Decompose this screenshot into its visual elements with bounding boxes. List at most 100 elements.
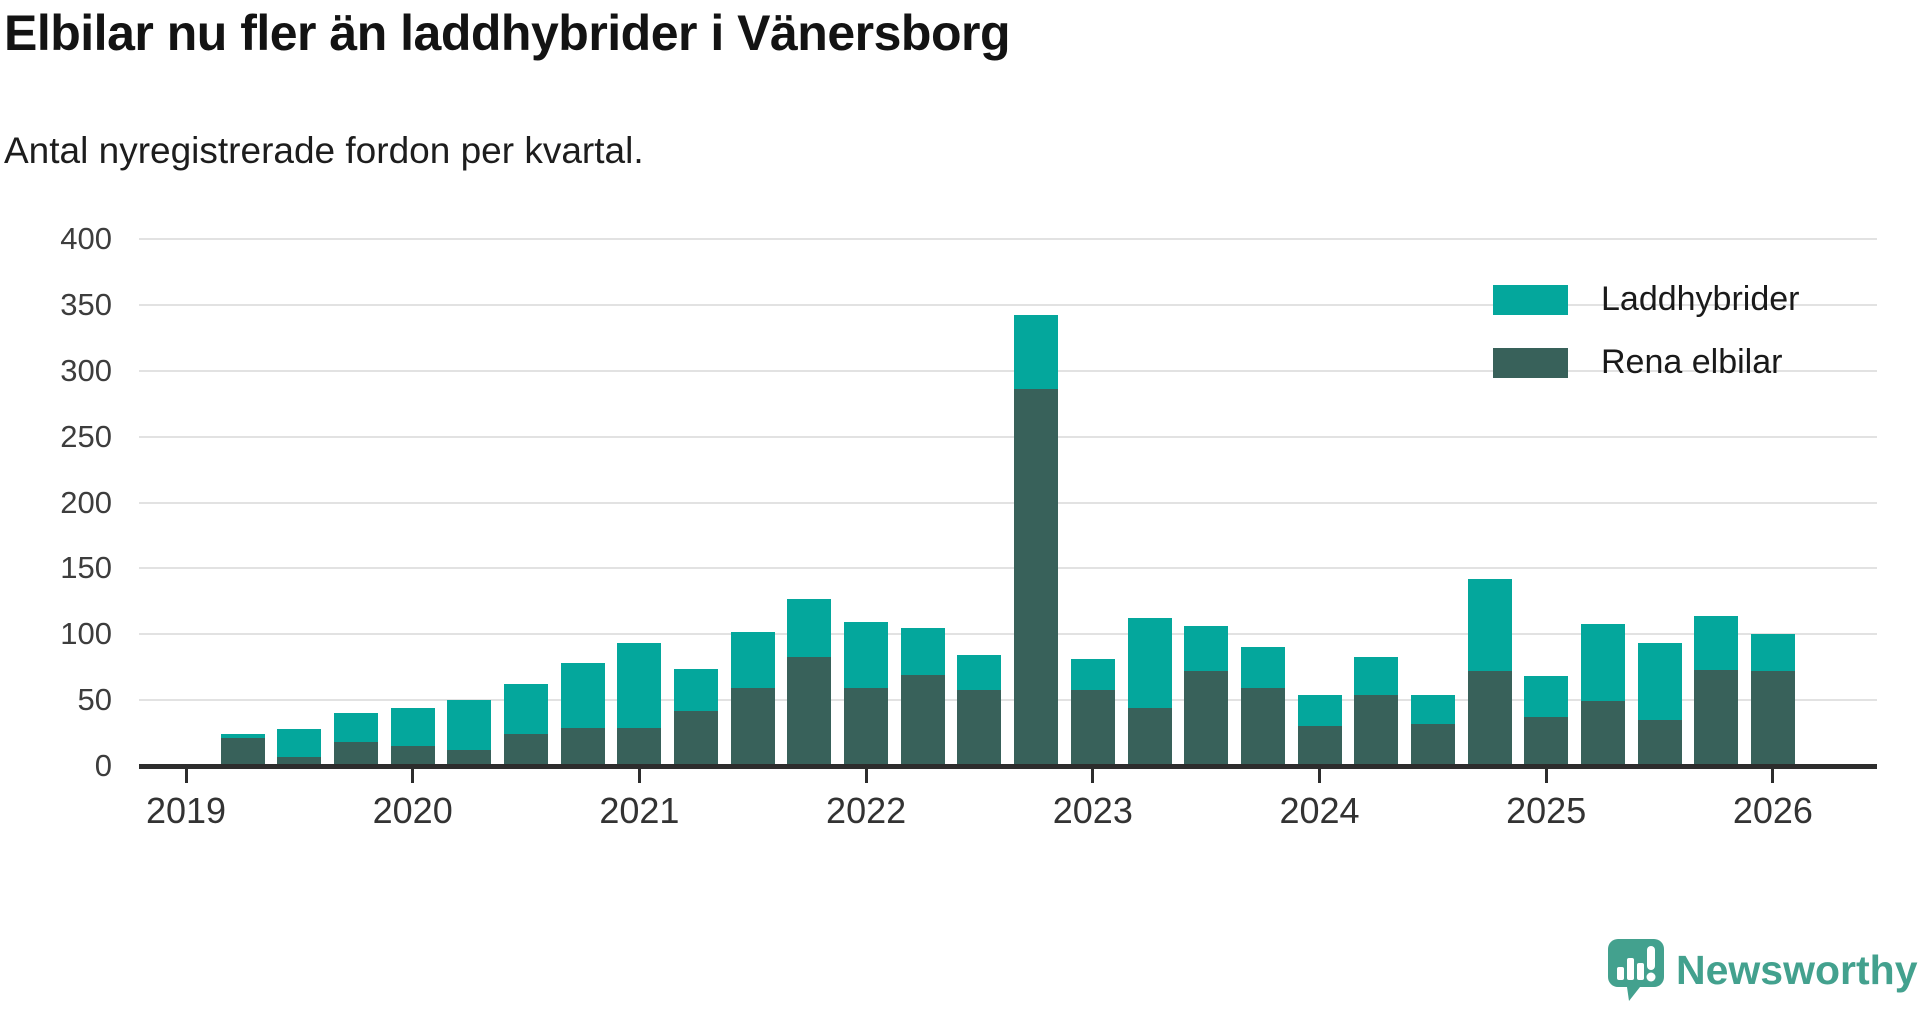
bar-segment-laddhybrider xyxy=(1184,626,1229,672)
newsworthy-logo: Newsworthy xyxy=(1606,938,1918,1002)
x-axis-label: 2026 xyxy=(1732,790,1813,831)
bar-segment-laddhybrider xyxy=(447,700,492,751)
x-axis-tick xyxy=(1091,769,1095,783)
bar-segment-rena-elbilar xyxy=(1127,708,1172,766)
x-axis-tick xyxy=(1544,769,1548,783)
bar-segment-laddhybrider xyxy=(1637,643,1682,720)
chart-title: Elbilar nu fler än laddhybrider i Väners… xyxy=(4,5,1011,61)
bar-segment-rena-elbilar xyxy=(674,710,719,766)
newsworthy-speech-bubble-icon xyxy=(1608,939,1664,1001)
bar-segment-laddhybrider xyxy=(277,729,322,757)
bar-segment-rena-elbilar xyxy=(617,727,662,766)
bar-segment-rena-elbilar xyxy=(1750,671,1795,766)
bar-segment-rena-elbilar xyxy=(1467,671,1512,766)
bar-segment-rena-elbilar xyxy=(277,756,322,766)
bar-segment-laddhybrider xyxy=(730,631,775,689)
x-axis-tick xyxy=(1318,769,1321,783)
y-axis-label: 50 xyxy=(77,682,112,718)
bar-segment-laddhybrider xyxy=(1354,656,1399,695)
bar-segment-rena-elbilar xyxy=(1354,694,1399,766)
y-axis-label: 0 xyxy=(94,748,112,783)
x-axis-tick xyxy=(184,769,188,783)
chart-subtitle: Antal nyregistrerade fordon per kvartal. xyxy=(4,130,644,171)
bar-segment-laddhybrider xyxy=(1070,659,1115,690)
y-axis-label: 200 xyxy=(60,484,112,520)
y-gridline xyxy=(139,369,1877,372)
bar-segment-rena-elbilar xyxy=(447,750,492,766)
bar-segment-rena-elbilar xyxy=(844,688,889,766)
y-axis-label: 350 xyxy=(60,286,112,322)
bar-segment-laddhybrider xyxy=(674,668,719,711)
y-gridline xyxy=(139,303,1877,306)
x-axis-label: 2023 xyxy=(1052,790,1133,831)
legend-item-laddhybrider: Laddhybrider xyxy=(1493,280,1799,319)
bar-segment-laddhybrider xyxy=(390,708,435,747)
bar-segment-laddhybrider xyxy=(1410,694,1455,724)
x-axis-tick xyxy=(864,769,868,783)
y-gridline xyxy=(139,435,1877,438)
bar-segment-rena-elbilar xyxy=(1694,669,1739,766)
y-axis-label: 300 xyxy=(60,352,112,388)
bar-segment-rena-elbilar xyxy=(220,738,265,766)
bar-segment-rena-elbilar xyxy=(334,742,378,766)
bar-segment-laddhybrider xyxy=(1014,315,1059,390)
laddhybrider-swatch xyxy=(1493,284,1568,315)
bar-segment-laddhybrider xyxy=(1694,615,1739,670)
legend-label: Laddhybrider xyxy=(1601,280,1800,318)
y-gridline xyxy=(139,567,1877,570)
x-axis-label: 2019 xyxy=(145,790,227,831)
bar-segment-laddhybrider xyxy=(1467,578,1512,672)
bar-segment-laddhybrider xyxy=(1580,623,1625,702)
bar-segment-laddhybrider xyxy=(504,684,548,735)
x-axis-label: 2020 xyxy=(372,790,453,831)
bar-segment-rena-elbilar xyxy=(560,727,605,766)
bar-segment-laddhybrider xyxy=(844,622,889,689)
bar-segment-rena-elbilar xyxy=(1184,671,1229,766)
legend-item-rena-elbilar: Rena elbilar xyxy=(1493,343,1799,382)
y-gridline xyxy=(139,501,1877,504)
legend-label: Rena elbilar xyxy=(1601,343,1783,381)
bar-segment-rena-elbilar xyxy=(730,688,775,766)
bar-segment-laddhybrider xyxy=(1750,634,1795,672)
bar-segment-rena-elbilar xyxy=(1014,389,1059,766)
y-axis-label: 400 xyxy=(60,221,112,256)
bar-segment-rena-elbilar xyxy=(787,656,832,766)
bar-segment-rena-elbilar xyxy=(504,734,548,766)
y-gridline xyxy=(139,633,1877,636)
legend: Laddhybrider Rena elbilar xyxy=(1493,280,1799,406)
bar-segment-rena-elbilar xyxy=(900,675,945,766)
x-axis-tick xyxy=(1771,769,1775,783)
bar-segment-rena-elbilar xyxy=(390,746,435,766)
bar-segment-laddhybrider xyxy=(334,713,378,743)
y-gridline xyxy=(139,699,1877,702)
newsworthy-logo-text: Newsworthy xyxy=(1676,946,1918,993)
x-axis-tick xyxy=(411,769,415,783)
x-axis-label: 2024 xyxy=(1279,790,1360,831)
bar-segment-rena-elbilar xyxy=(957,689,1002,766)
x-axis-label: 2025 xyxy=(1506,790,1587,831)
bar-segment-laddhybrider xyxy=(560,663,605,728)
bar-segment-laddhybrider xyxy=(1127,618,1172,709)
bar-segment-rena-elbilar xyxy=(1524,717,1569,766)
x-axis-tick xyxy=(637,769,641,783)
y-axis-label: 100 xyxy=(60,616,112,652)
bar-segment-laddhybrider xyxy=(1524,676,1569,718)
bar-segment-laddhybrider xyxy=(220,734,265,739)
bar-segment-rena-elbilar xyxy=(1240,688,1285,766)
y-axis-label: 250 xyxy=(60,418,112,454)
bar-segment-laddhybrider xyxy=(900,627,945,676)
bar-segment-rena-elbilar xyxy=(1637,719,1682,766)
bar-segment-laddhybrider xyxy=(957,655,1002,690)
y-axis-label: 150 xyxy=(60,550,112,586)
bar-segment-laddhybrider xyxy=(1240,647,1285,689)
rena-elbilar-swatch xyxy=(1493,347,1568,378)
y-gridline xyxy=(139,238,1877,240)
bar-segment-rena-elbilar xyxy=(1297,726,1342,766)
x-axis-label: 2022 xyxy=(826,790,907,831)
bar-segment-laddhybrider xyxy=(1297,694,1342,727)
bar-segment-rena-elbilar xyxy=(1070,689,1115,766)
bar-segment-laddhybrider xyxy=(617,643,662,728)
bar-segment-rena-elbilar xyxy=(1410,723,1455,766)
bar-segment-laddhybrider xyxy=(787,598,832,657)
